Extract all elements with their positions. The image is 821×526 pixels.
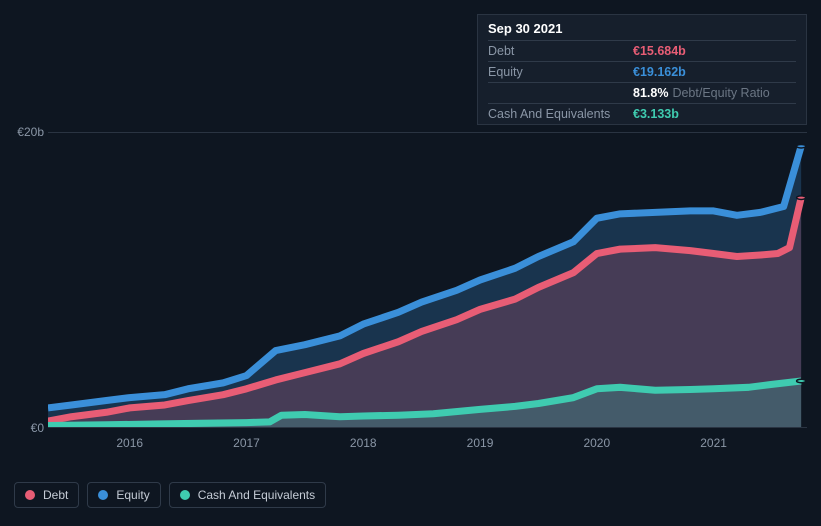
x-axis-label: 2017 <box>233 436 260 450</box>
y-axis-label: €0 <box>14 421 44 435</box>
tooltip-row: Equity€19.162b <box>488 61 796 82</box>
plot-region[interactable] <box>48 132 807 428</box>
x-axis-label: 2020 <box>583 436 610 450</box>
tooltip-row: Debt€15.684b <box>488 40 796 61</box>
legend-dot-icon <box>180 490 190 500</box>
legend-item-equity[interactable]: Equity <box>87 482 160 508</box>
legend-item-cash-and-equivalents[interactable]: Cash And Equivalents <box>169 482 326 508</box>
legend-dot-icon <box>25 490 35 500</box>
x-axis-label: 2018 <box>350 436 377 450</box>
chart-svg <box>48 133 807 427</box>
tooltip-label: Equity <box>488 65 633 79</box>
legend-dot-icon <box>98 490 108 500</box>
tooltip-label: Debt <box>488 44 633 58</box>
legend-item-debt[interactable]: Debt <box>14 482 79 508</box>
series-endpoint-debt <box>797 196 806 200</box>
legend: Debt Equity Cash And Equivalents <box>14 482 326 508</box>
legend-label: Cash And Equivalents <box>198 488 315 502</box>
y-axis-label: €20b <box>14 125 44 139</box>
legend-label: Equity <box>116 488 149 502</box>
tooltip-row: 81.8% Debt/Equity Ratio <box>488 82 796 103</box>
x-axis-label: 2016 <box>116 436 143 450</box>
x-axis-label: 2019 <box>467 436 494 450</box>
tooltip-value: €3.133b <box>633 107 679 121</box>
tooltip-suffix: Debt/Equity Ratio <box>672 86 769 100</box>
tooltip-row: Cash And Equivalents€3.133b <box>488 103 796 124</box>
legend-label: Debt <box>43 488 68 502</box>
series-endpoint-cash-and-equivalents <box>797 379 806 383</box>
tooltip-value: €15.684b <box>633 44 686 58</box>
x-axis-label: 2021 <box>700 436 727 450</box>
tooltip-date: Sep 30 2021 <box>488 21 796 40</box>
chart-area: €0 €20b 2016 2017 2018 2019 2020 2021 <box>14 120 807 450</box>
tooltip-label: Cash And Equivalents <box>488 107 633 121</box>
tooltip-value: 81.8% <box>633 86 668 100</box>
chart-tooltip: Sep 30 2021 Debt€15.684bEquity€19.162b81… <box>477 14 807 125</box>
tooltip-value: €19.162b <box>633 65 686 79</box>
series-endpoint-equity <box>797 144 806 148</box>
